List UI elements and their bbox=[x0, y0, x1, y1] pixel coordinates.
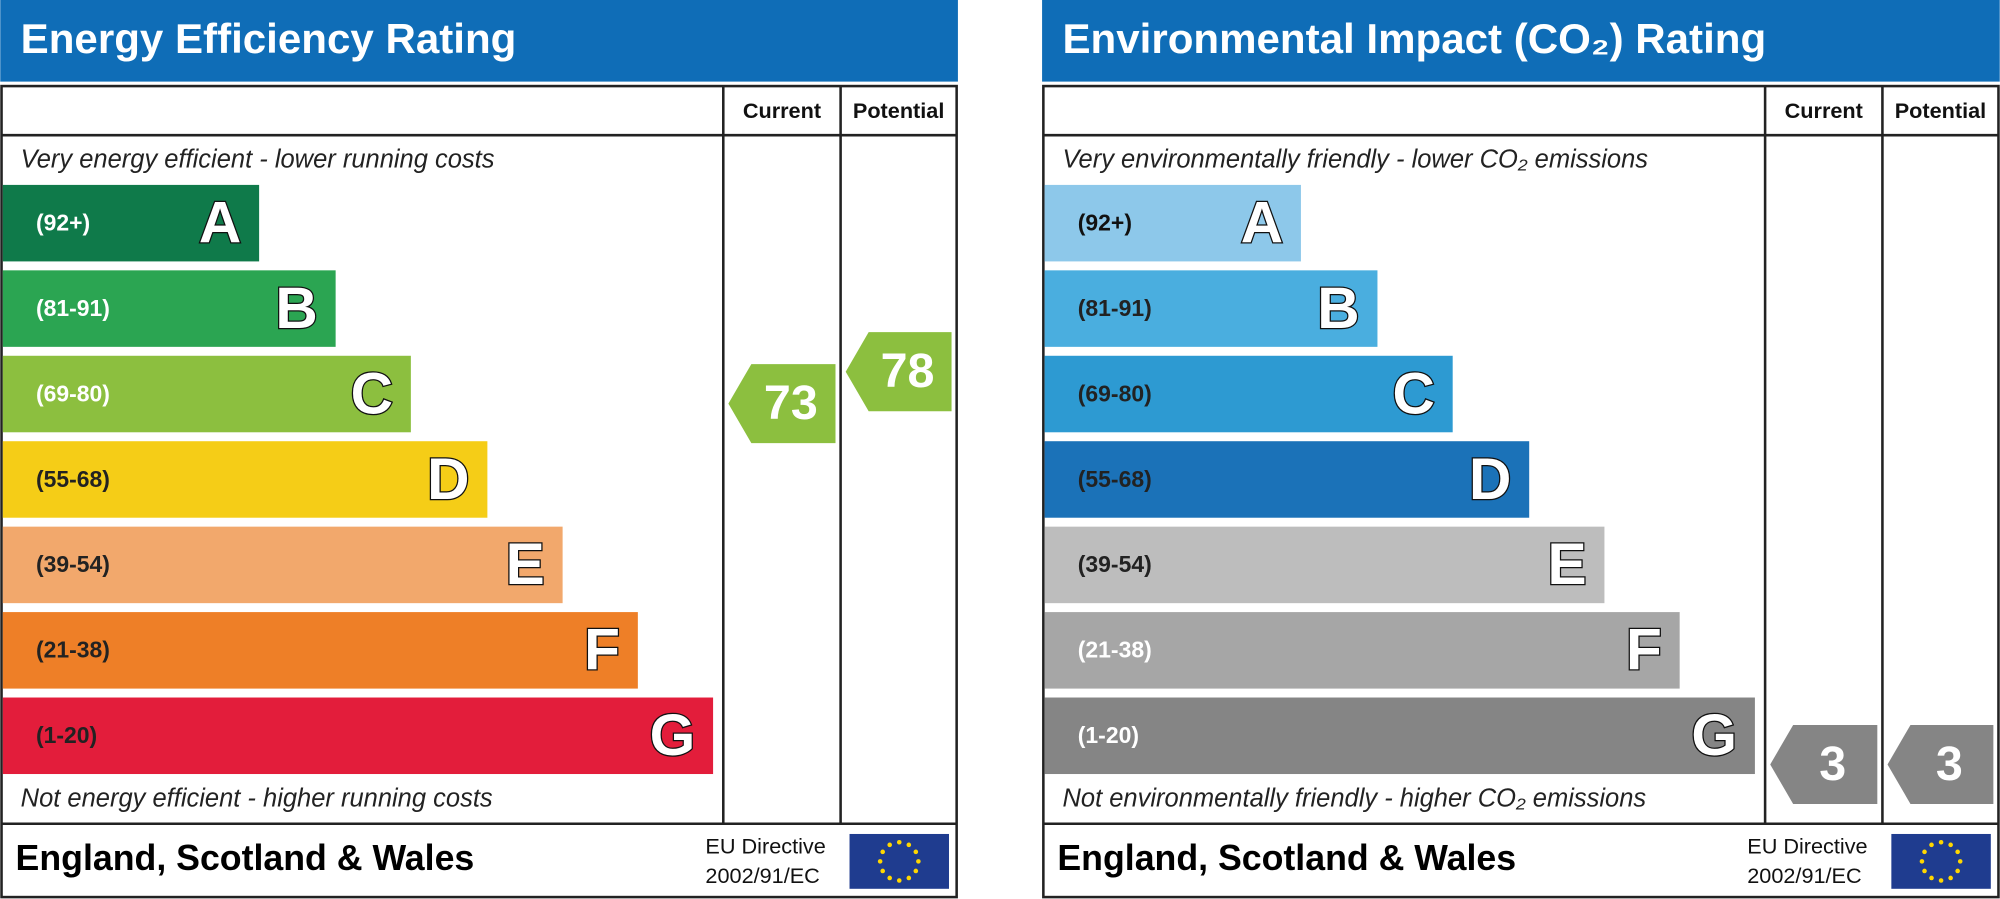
eu-star bbox=[896, 878, 902, 883]
band-range: (92+) bbox=[36, 209, 90, 235]
eu-star bbox=[1922, 849, 1927, 855]
rating-band bbox=[1044, 355, 1453, 433]
rating-arrow bbox=[1887, 724, 1994, 804]
band-range: (1-20) bbox=[36, 722, 97, 748]
band-range: (55-68) bbox=[36, 466, 110, 492]
eu-star bbox=[880, 868, 885, 874]
directive-line: EU Directive bbox=[705, 834, 825, 859]
directive-line: 2002/91/EC bbox=[705, 863, 819, 888]
panel-title: Energy Efficiency Rating bbox=[21, 15, 517, 62]
directive-line: EU Directive bbox=[1747, 834, 1867, 859]
eu-star bbox=[1938, 878, 1944, 883]
rating-arrow bbox=[728, 364, 836, 444]
rating-band bbox=[2, 441, 488, 518]
band-letter: A bbox=[199, 190, 241, 255]
eu-star bbox=[887, 875, 892, 881]
rating-band bbox=[2, 612, 638, 689]
eu-star bbox=[1922, 868, 1927, 874]
band-range: (69-80) bbox=[36, 380, 110, 406]
eu-star bbox=[906, 842, 912, 848]
band-letter: G bbox=[1691, 703, 1737, 768]
band-range: (21-38) bbox=[36, 637, 110, 663]
band-range: (55-68) bbox=[1078, 466, 1152, 492]
eu-star bbox=[1938, 839, 1944, 845]
rating-panel: Environmental Impact (CO₂) Rating Current… bbox=[1042, 0, 2000, 899]
eu-star bbox=[913, 849, 919, 855]
band-letter: E bbox=[506, 532, 545, 597]
footer-region: England, Scotland & Wales bbox=[16, 838, 475, 878]
eu-star bbox=[1919, 859, 1925, 864]
bottom-note: Not environmentally friendly - higher CO… bbox=[1062, 784, 1646, 812]
rating-value: 3 bbox=[1936, 737, 1963, 791]
column-header: Potential bbox=[853, 98, 944, 123]
footer-region: England, Scotland & Wales bbox=[1057, 838, 1516, 878]
band-letter: D bbox=[1469, 447, 1511, 512]
eu-star bbox=[877, 859, 883, 864]
panel-title: Environmental Impact (CO₂) Rating bbox=[1062, 15, 1766, 62]
band-letter: B bbox=[275, 276, 317, 341]
eu-star bbox=[1948, 842, 1953, 848]
eu-star bbox=[887, 842, 892, 848]
column-header: Current bbox=[1785, 98, 1863, 123]
eu-star bbox=[913, 868, 919, 874]
band-range: (92+) bbox=[1078, 209, 1132, 235]
rating-band bbox=[2, 355, 411, 433]
band-letter: D bbox=[427, 447, 469, 512]
title-bar bbox=[0, 0, 958, 82]
rating-arrow bbox=[1770, 724, 1878, 804]
column-header: Potential bbox=[1895, 98, 1986, 123]
band-letter: F bbox=[1626, 618, 1662, 683]
band-letter: C bbox=[351, 361, 393, 426]
rating-band bbox=[1044, 270, 1378, 347]
band-range: (1-20) bbox=[1078, 722, 1139, 748]
band-range: (81-91) bbox=[36, 295, 110, 321]
rating-value: 78 bbox=[881, 344, 935, 398]
eu-star bbox=[1957, 859, 1963, 864]
band-range: (39-54) bbox=[1078, 551, 1152, 577]
band-range: (81-91) bbox=[1078, 295, 1152, 321]
rating-band bbox=[1044, 697, 1755, 775]
rating-band bbox=[2, 697, 714, 775]
band-letter: F bbox=[584, 618, 620, 683]
eu-star bbox=[1948, 875, 1953, 881]
rating-value: 73 bbox=[764, 376, 818, 430]
rating-arrow bbox=[845, 332, 952, 412]
rating-band bbox=[2, 270, 336, 347]
rating-panel: Energy Efficiency Rating Current Potential… bbox=[0, 0, 958, 899]
eu-star bbox=[1929, 842, 1934, 848]
rating-band bbox=[2, 184, 260, 262]
rating-band bbox=[1044, 526, 1605, 604]
eu-star bbox=[880, 849, 885, 855]
band-letter: B bbox=[1317, 276, 1359, 341]
eu-star bbox=[916, 859, 921, 864]
eu-star bbox=[896, 839, 902, 845]
directive-line: 2002/91/EC bbox=[1747, 863, 1861, 888]
eu-star bbox=[1955, 849, 1960, 855]
bottom-note: Not energy efficient - higher running co… bbox=[21, 784, 493, 812]
eu-star bbox=[906, 875, 912, 881]
column-header: Current bbox=[743, 98, 821, 123]
eu-star bbox=[1929, 875, 1934, 881]
band-range: (69-80) bbox=[1078, 380, 1152, 406]
band-range: (39-54) bbox=[36, 551, 110, 577]
rating-band bbox=[1044, 184, 1301, 262]
rating-band bbox=[2, 526, 563, 604]
band-letter: E bbox=[1547, 532, 1586, 597]
rating-band bbox=[1044, 441, 1530, 518]
band-letter: G bbox=[650, 703, 696, 768]
band-letter: A bbox=[1241, 190, 1283, 255]
eu-star bbox=[1955, 868, 1960, 874]
band-range: (21-38) bbox=[1078, 637, 1152, 663]
band-letter: C bbox=[1392, 361, 1434, 426]
rating-band bbox=[1044, 612, 1680, 689]
top-note: Very energy efficient - lower running co… bbox=[21, 145, 495, 173]
title-bar bbox=[1042, 0, 2000, 82]
rating-value: 3 bbox=[1819, 737, 1846, 791]
top-note: Very environmentally friendly - lower CO… bbox=[1062, 145, 1648, 173]
